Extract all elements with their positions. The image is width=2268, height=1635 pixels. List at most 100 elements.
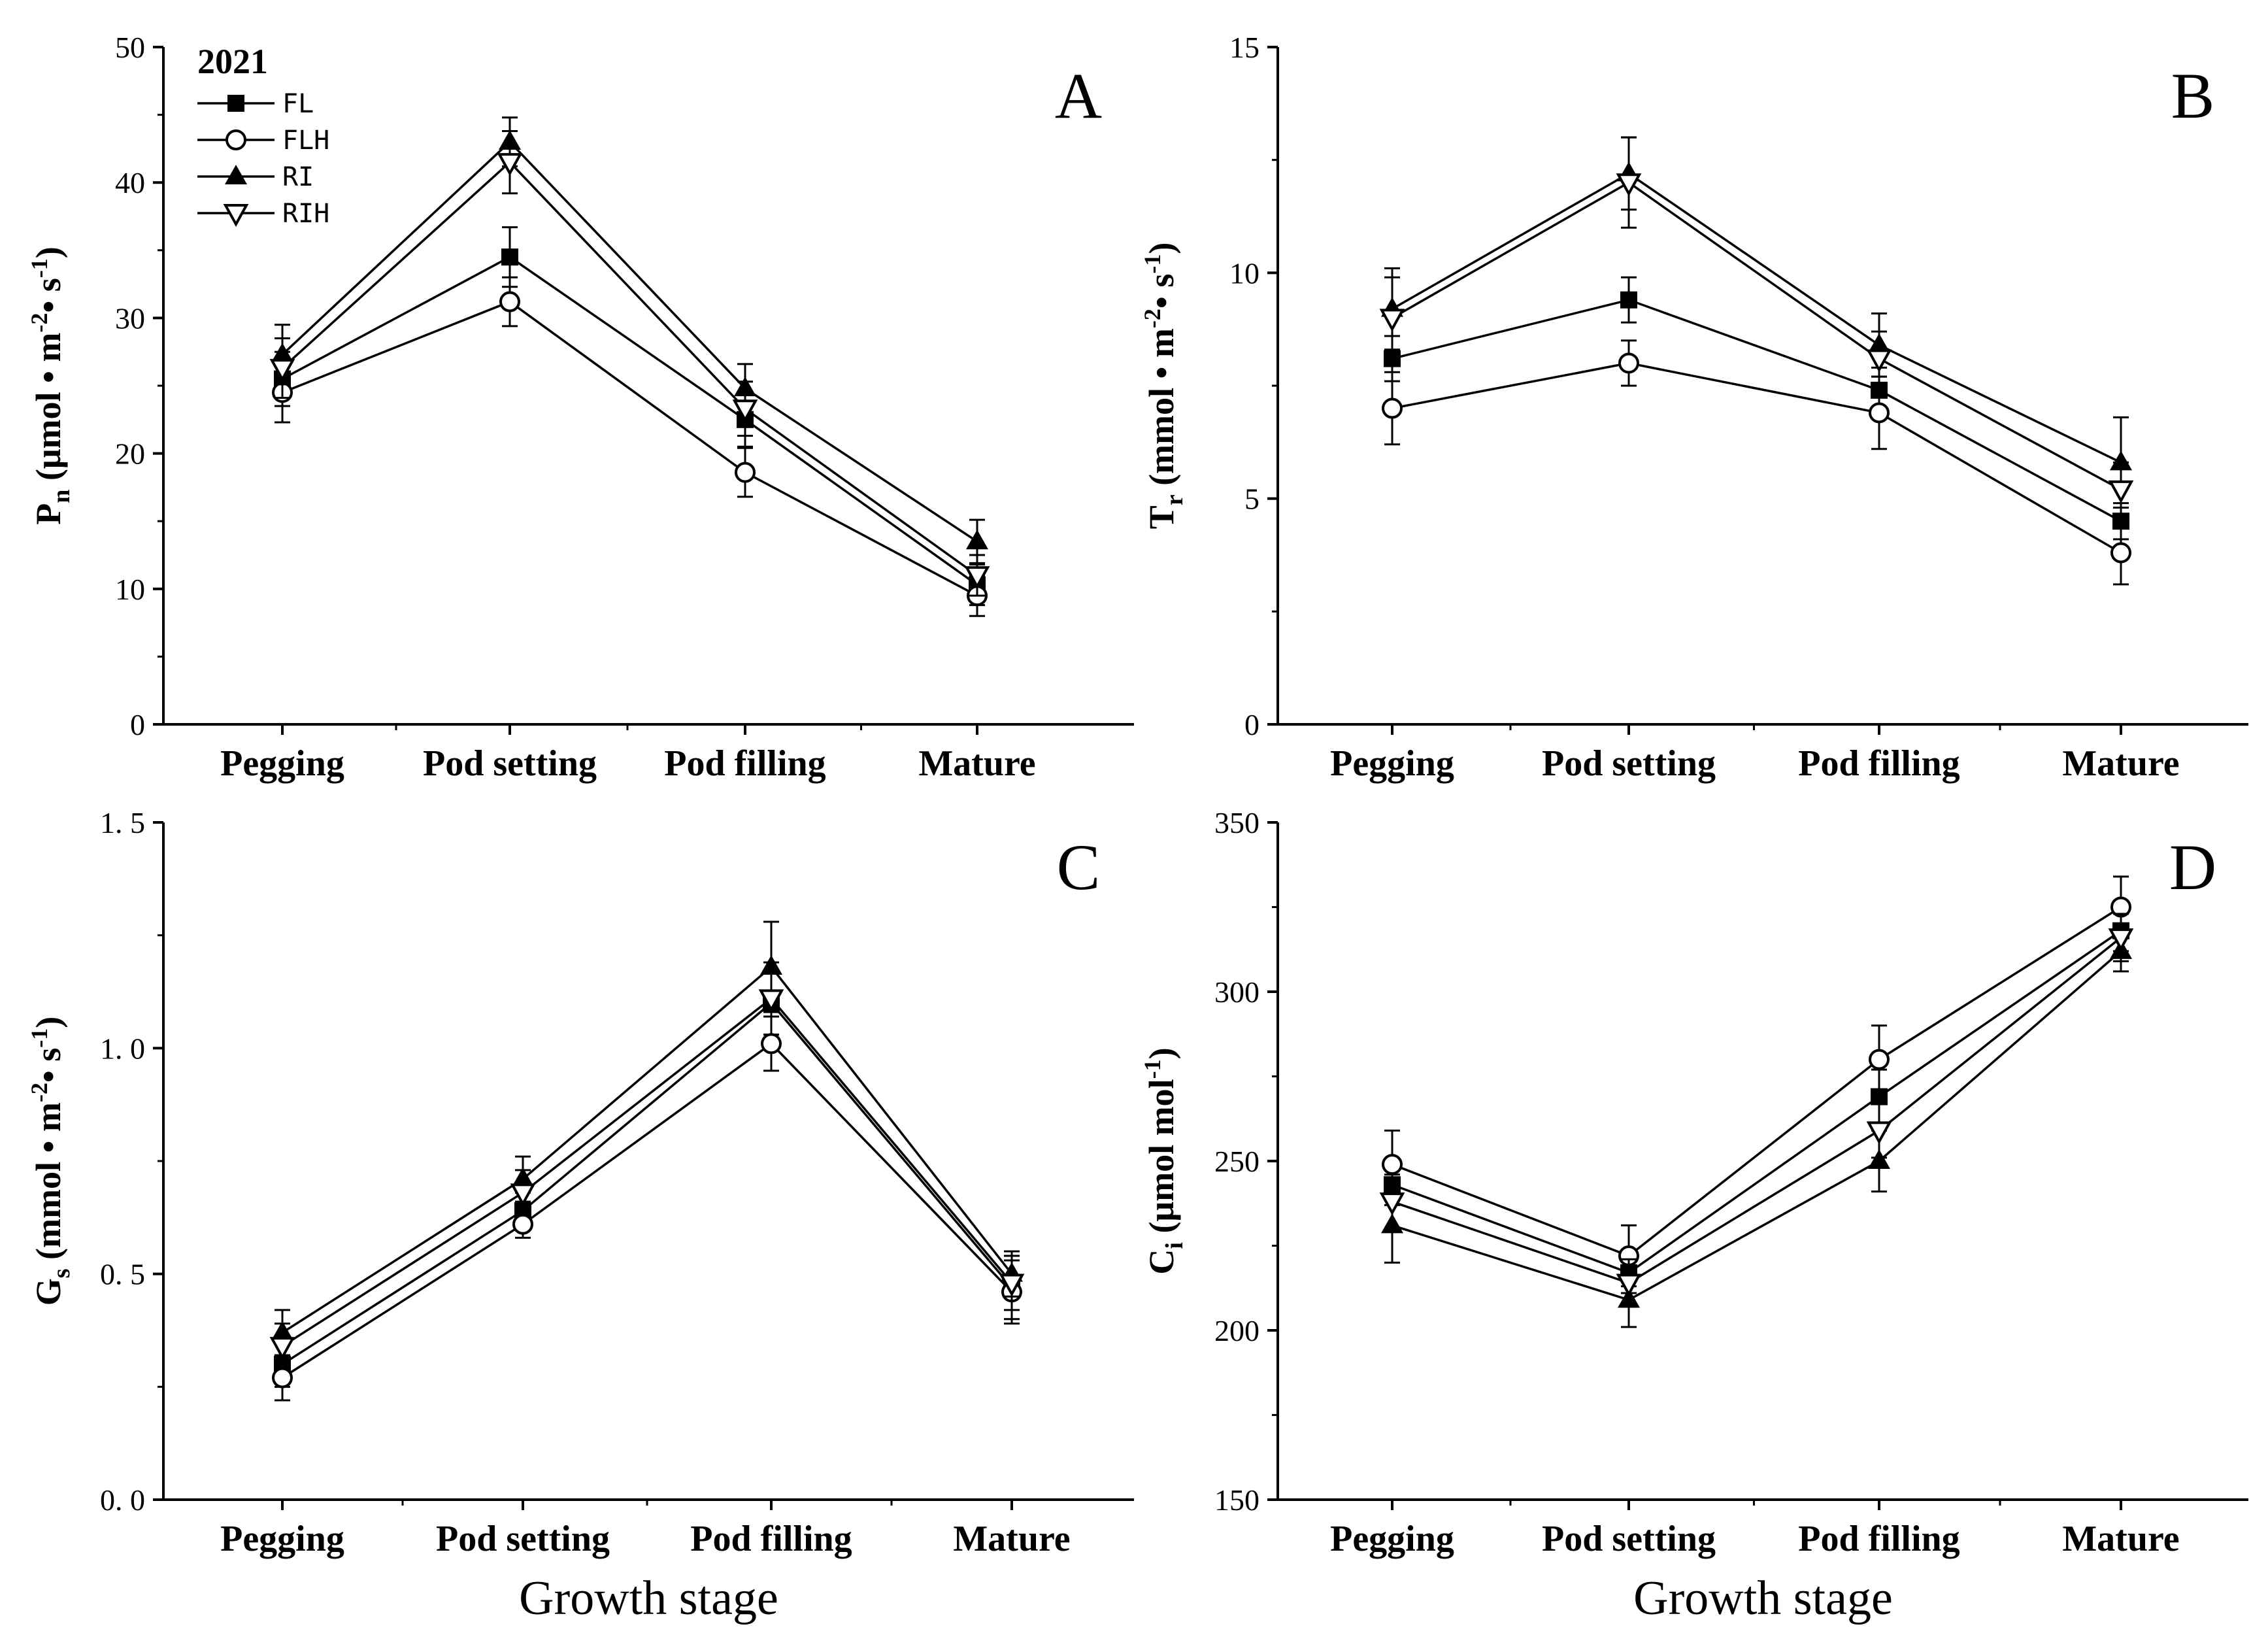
y-label-symbol: C (1142, 1249, 1181, 1275)
legend: 2021 FL FLH RI RIH (197, 42, 329, 229)
x-category-label: Mature (2062, 743, 2179, 784)
y-label-symbol: G (29, 1278, 68, 1306)
y-tick-label: 10 (1229, 256, 1259, 290)
y-label-subscript: i (1161, 1242, 1188, 1249)
data-point (1866, 349, 1892, 373)
x-category-label: Mature (2062, 1519, 2179, 1559)
series-fl (274, 970, 1020, 1388)
legend-label: FL (282, 89, 314, 119)
data-point (1616, 1273, 1642, 1297)
legend-marker (225, 165, 247, 184)
legend-item-fl: FL (197, 89, 314, 119)
data-point (269, 359, 295, 382)
y-label-symbol: P (29, 503, 68, 525)
legend-item-ri: RI (197, 162, 314, 192)
panel-letter: A (1055, 59, 1102, 132)
legend-title: 2021 (197, 42, 268, 81)
x-category-label: Pegging (1330, 1519, 1454, 1559)
y-label-superscript: -2 (1139, 309, 1165, 328)
y-label-unit-mid: • s (29, 1048, 68, 1083)
data-point (1379, 309, 1405, 332)
series-flh (1382, 339, 2131, 586)
y-label-subscript: r (1161, 494, 1188, 505)
series-line (282, 1001, 1013, 1366)
series-rih (269, 961, 1025, 1370)
legend-marker (223, 204, 249, 228)
y-label-superscript: -1 (1139, 1059, 1165, 1079)
chart-panel-a: 0 10 20 30 40 50 Pegging Pod setting Pod filling… (26, 31, 1134, 784)
series-line (1392, 298, 2122, 522)
y-label-close: ) (1142, 243, 1181, 254)
y-tick-label: 300 (1214, 975, 1259, 1009)
data-point (269, 1337, 295, 1360)
series-flh (272, 276, 988, 617)
data-point (499, 291, 520, 312)
data-point (272, 1367, 293, 1389)
data-point (1382, 397, 1403, 419)
data-point (497, 153, 523, 177)
series-rih (1379, 136, 2134, 518)
data-point (735, 462, 756, 483)
series-rih (269, 129, 990, 597)
y-tick-label: 0. 0 (100, 1483, 145, 1517)
y-axis-label: Ci (μmol mol-1) (1139, 1047, 1188, 1274)
data-point (2110, 542, 2131, 564)
y-tick-label: 20 (115, 437, 145, 471)
x-axis-title: Growth stage (1633, 1572, 1893, 1625)
y-tick-label: 250 (1214, 1145, 1259, 1178)
legend-label: FLH (282, 126, 329, 156)
data-point (758, 989, 784, 1013)
y-tick-label: 0 (130, 708, 145, 741)
y-tick-label: 10 (115, 573, 145, 606)
data-point (512, 1213, 533, 1235)
y-tick-label: 5 (1244, 482, 1259, 516)
series-ri (1381, 136, 2132, 509)
y-label-close: ) (29, 1017, 68, 1028)
series-line (282, 1042, 1013, 1379)
series-fl (1384, 909, 2129, 1294)
y-tick-label: 350 (1214, 806, 1259, 839)
y-label-symbol: T (1142, 505, 1181, 529)
legend-marker (225, 129, 246, 150)
y-axis-label: Tr (mmol • m-2• s-1) (1139, 243, 1188, 530)
x-category-label: Pod filling (1798, 1519, 1959, 1559)
panel-letter: D (2169, 831, 2216, 903)
data-point (1379, 1192, 1405, 1216)
y-label-superscript: -2 (26, 313, 52, 333)
y-label-close: ) (1142, 1047, 1181, 1059)
series-rih (1379, 913, 2134, 1308)
panel-letter: B (2171, 59, 2215, 132)
data-point (1618, 352, 1639, 374)
x-category-label: Pod setting (1542, 1519, 1716, 1559)
series-line (1392, 362, 2122, 554)
data-point (1869, 402, 1890, 424)
legend-marker (227, 95, 244, 112)
chart-panel-b: 0 5 10 15 Pegging Pod setting Pod filling Matur… (1139, 31, 2248, 784)
x-category-label: Pegging (220, 1519, 344, 1559)
series-flh (1382, 875, 2131, 1288)
y-tick-label: 150 (1214, 1483, 1259, 1517)
y-label-subscript: n (48, 490, 75, 503)
data-point (732, 399, 758, 423)
y-tick-label: 1. 5 (100, 806, 145, 839)
series-fl (274, 226, 986, 607)
series-line (1392, 906, 2122, 1258)
series-line (1392, 181, 2122, 491)
y-tick-label: 40 (115, 166, 145, 199)
series-line (1392, 950, 2122, 1302)
data-point (510, 1183, 536, 1207)
y-label-unit: (mmol • m (1142, 328, 1181, 494)
x-category-label: Pod setting (1542, 743, 1716, 784)
data-point (1382, 1154, 1403, 1175)
series-line (1392, 936, 2122, 1285)
y-label-superscript: -1 (26, 258, 52, 278)
y-label-unit: (μmol • m (29, 333, 68, 490)
y-label-superscript: -1 (1139, 254, 1165, 274)
data-point (2108, 928, 2134, 952)
data-point (1868, 1149, 1890, 1169)
x-category-label: Pegging (220, 743, 344, 784)
series-fl (1384, 276, 2129, 541)
x-category-label: Mature (953, 1519, 1070, 1559)
y-tick-label: 0. 5 (100, 1258, 145, 1291)
